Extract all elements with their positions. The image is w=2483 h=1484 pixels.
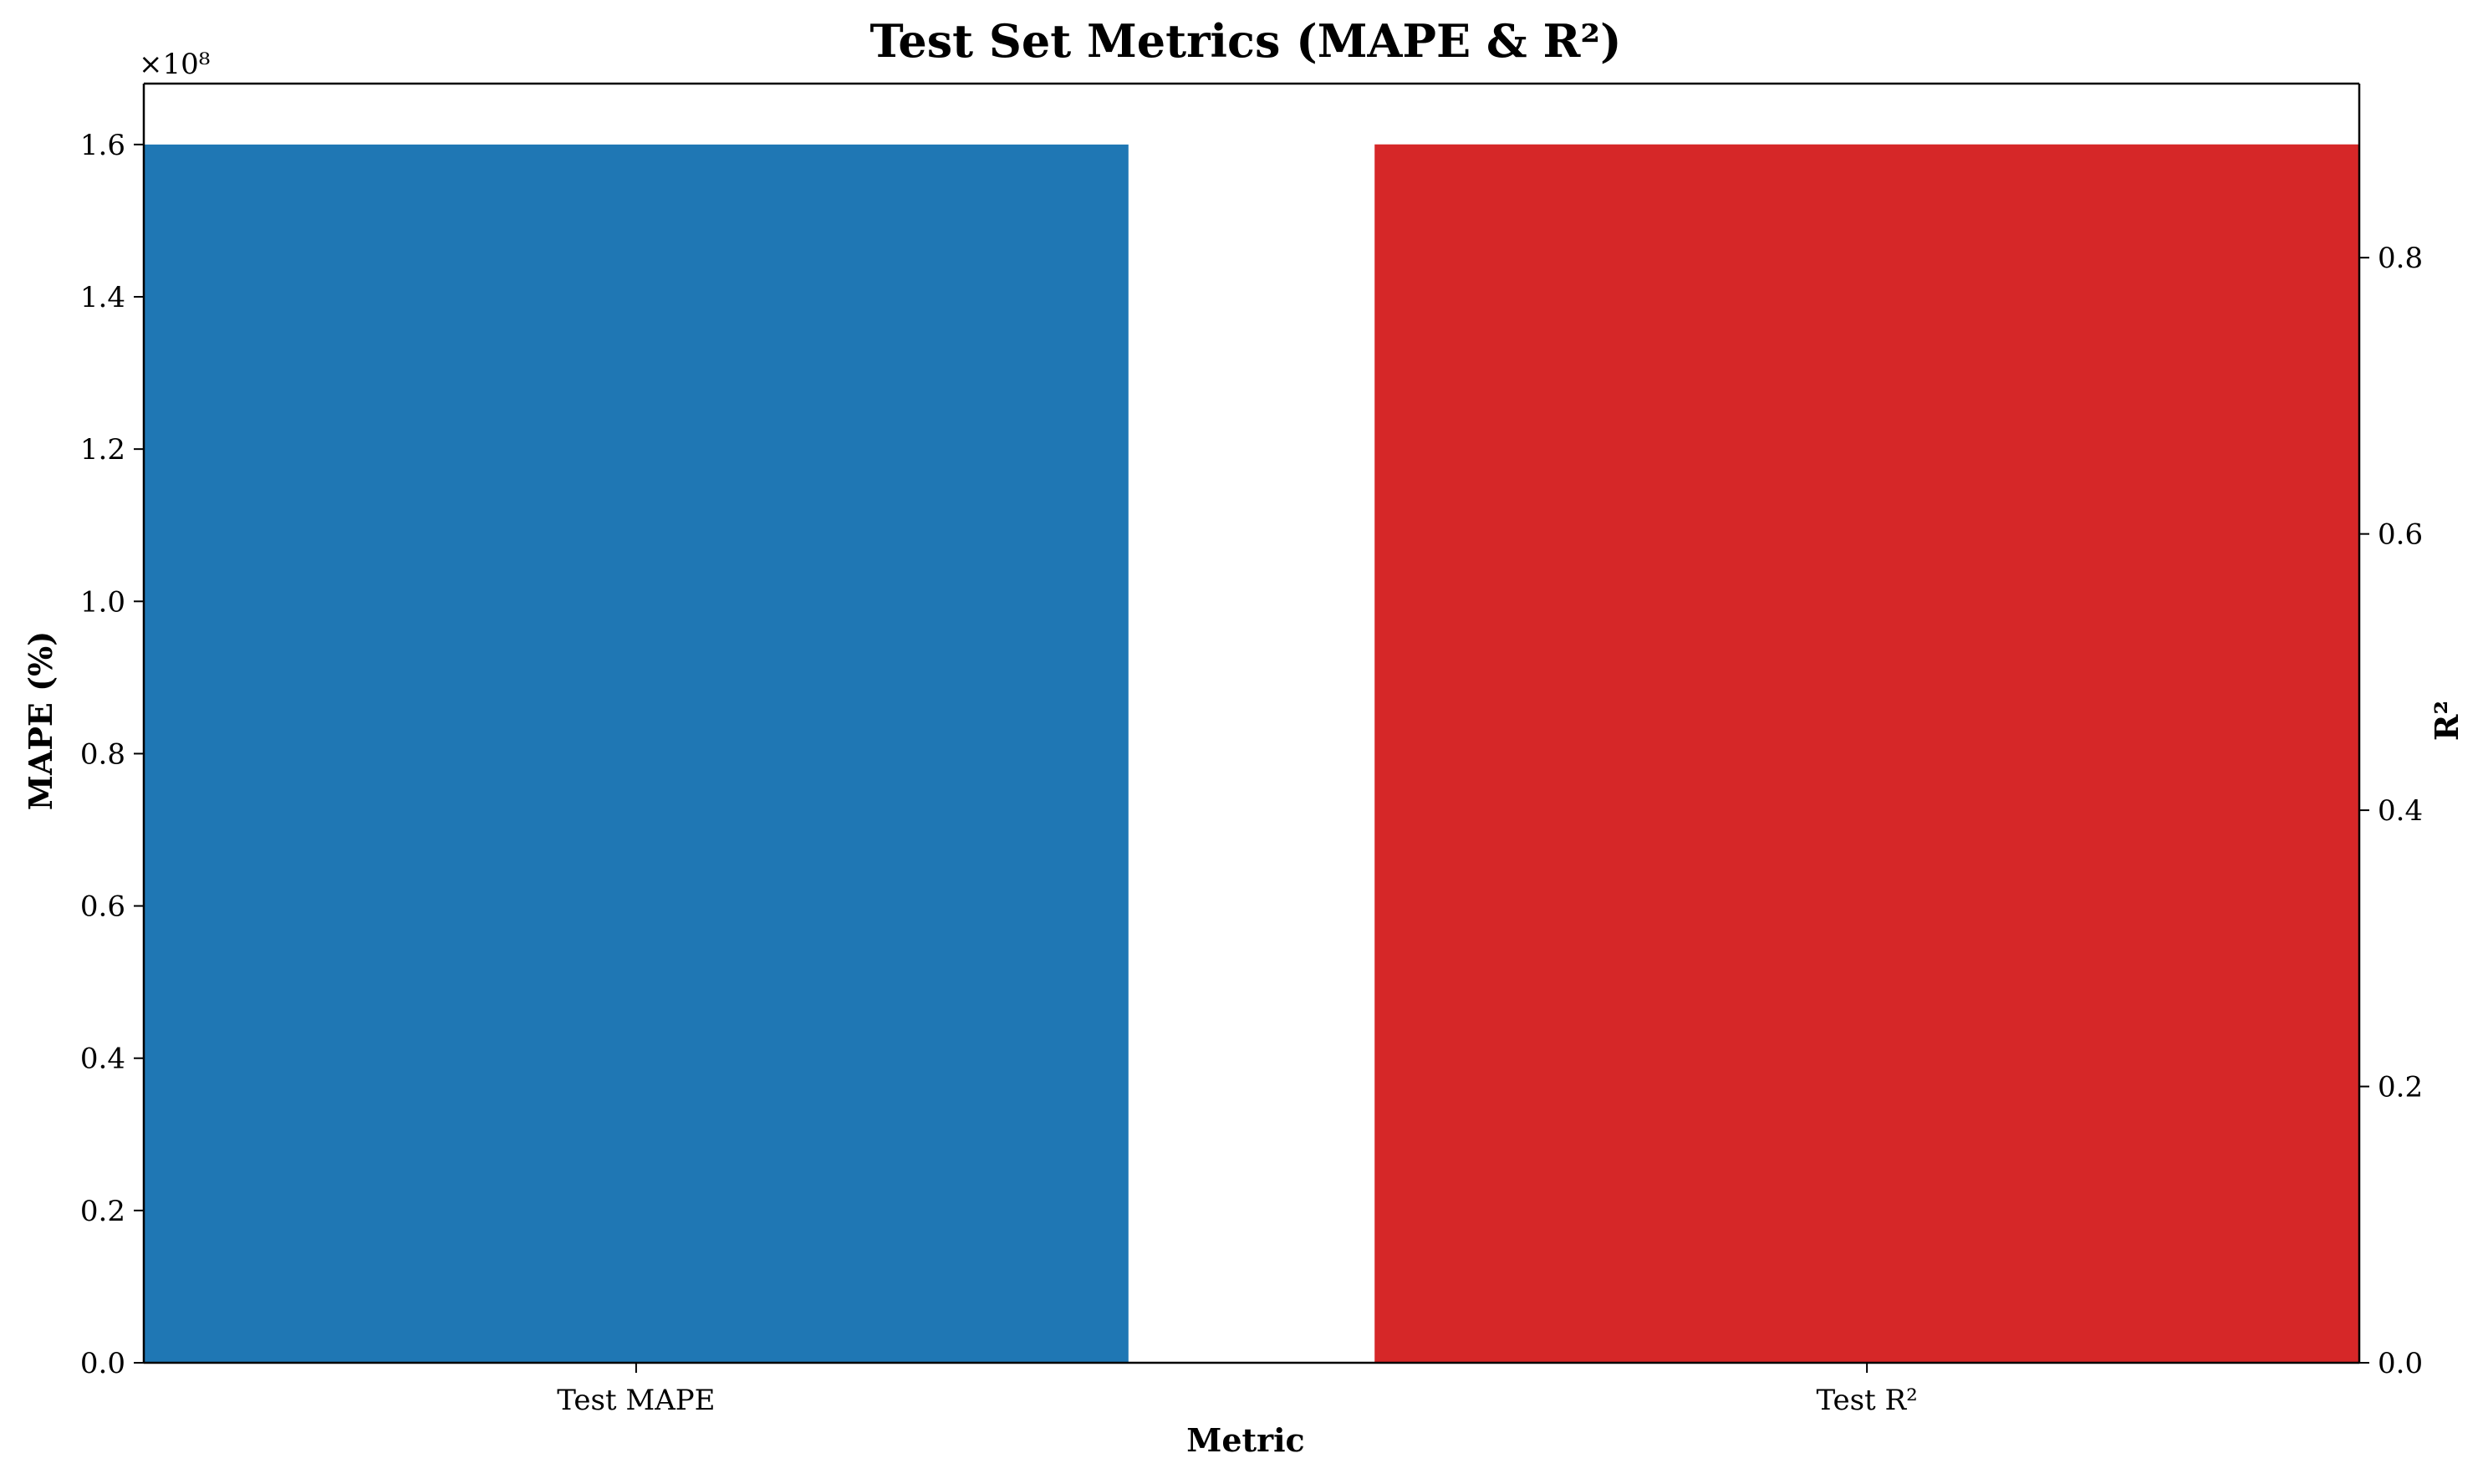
right-axis-tick-label: 0.0	[2378, 1347, 2423, 1380]
left-axis-tick-label: 1.6	[80, 129, 125, 162]
bar-test-r	[1374, 144, 2359, 1363]
right-axis-tick-label: 0.2	[2378, 1071, 2423, 1104]
left-axis-tick-label: 0.6	[80, 890, 125, 924]
left-axis-tick-label: 1.2	[80, 433, 125, 467]
x-axis-tick-label: Test R²	[1816, 1384, 1917, 1417]
left-axis-tick-label: 0.2	[80, 1195, 125, 1228]
bar-test-mape	[144, 144, 1129, 1363]
left-axis-title: MAPE (%)	[22, 631, 59, 810]
left-axis-tick-label: 0.8	[80, 737, 125, 771]
left-axis-tick-label: 0.0	[80, 1347, 125, 1380]
right-axis-title: R²	[2428, 701, 2465, 741]
right-axis-tick-label: 0.6	[2378, 518, 2423, 552]
chart-title: Test Set Metrics (MAPE & R²)	[869, 14, 1621, 68]
plot-area: 0.0 0.2 0.4 0.6 0.8 1.0 1.2 1.4 1.6 0.0 0.2 0.4 0.6 0…	[80, 82, 2423, 1417]
left-axis-tick-label: 1.0	[80, 585, 125, 619]
right-axis-tick-label: 0.8	[2378, 242, 2423, 275]
left-axis-tick-label: 0.4	[80, 1043, 125, 1076]
x-axis-tick-label: Test MAPE	[557, 1384, 715, 1417]
x-axis-title: Metric	[1186, 1421, 1304, 1459]
left-axis-offset-text: ×10⁸	[139, 48, 210, 81]
right-axis-tick-label: 0.4	[2378, 794, 2423, 828]
left-axis-tick-label: 1.4	[80, 281, 125, 314]
